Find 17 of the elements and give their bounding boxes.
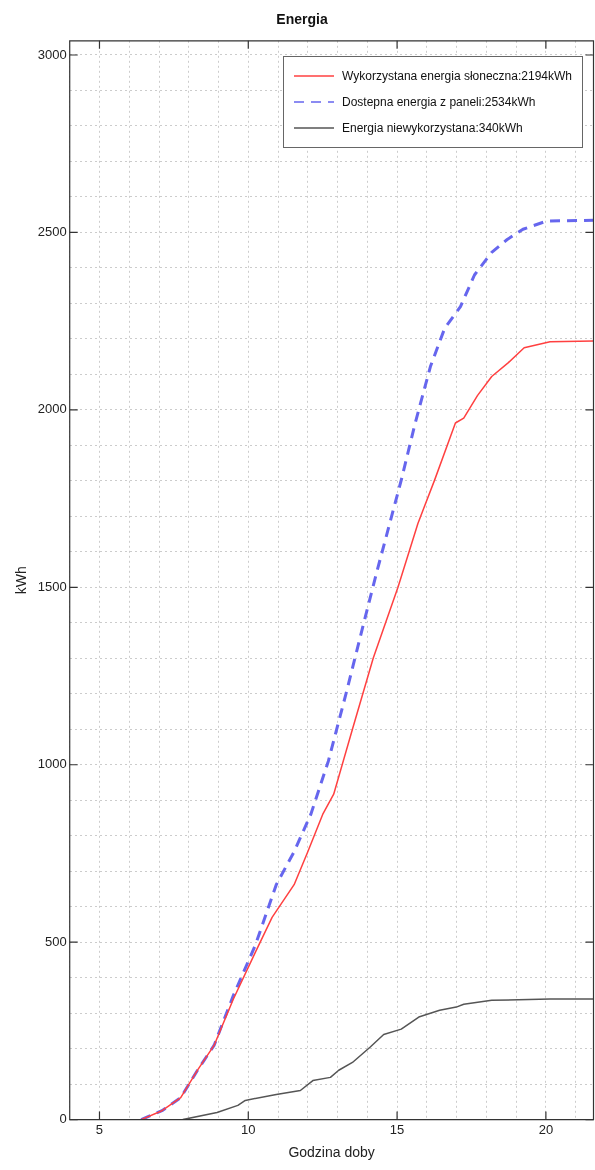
legend-label: Dostepna energia z paneli:2534kWh [341,95,536,109]
y-tick-label: 1000 [37,756,67,772]
y-axis-title: kWh [13,566,30,595]
x-tick-label: 5 [95,1121,104,1137]
legend-label: Energia niewykorzystana:340kWh [341,121,523,135]
y-tick-label: 1500 [37,578,67,594]
y-tick-label: 0 [59,1111,67,1127]
legend-label: Wykorzystana energia słoneczna:2194kWh [341,69,572,83]
x-tick-label: 10 [241,1121,256,1137]
y-tick-label: 2500 [37,224,67,240]
x-axis-title: Godzina doby [288,1144,375,1161]
y-tick-label: 500 [45,933,67,949]
x-tick-label: 20 [538,1121,554,1137]
x-tick-label: 15 [389,1121,405,1137]
chart-title: Energia [276,11,328,28]
y-tick-label: 2000 [37,401,67,417]
y-tick-label: 3000 [37,46,67,62]
